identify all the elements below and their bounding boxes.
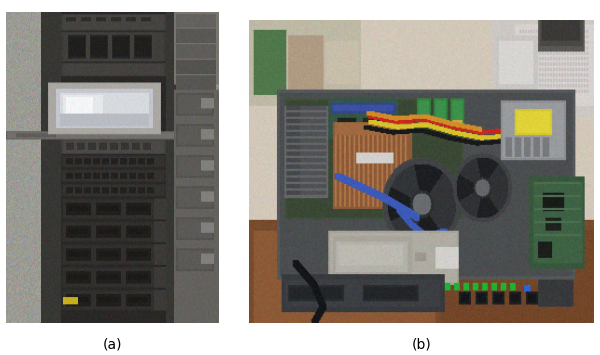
Text: (b): (b) [412, 337, 431, 351]
Text: (a): (a) [103, 337, 122, 351]
